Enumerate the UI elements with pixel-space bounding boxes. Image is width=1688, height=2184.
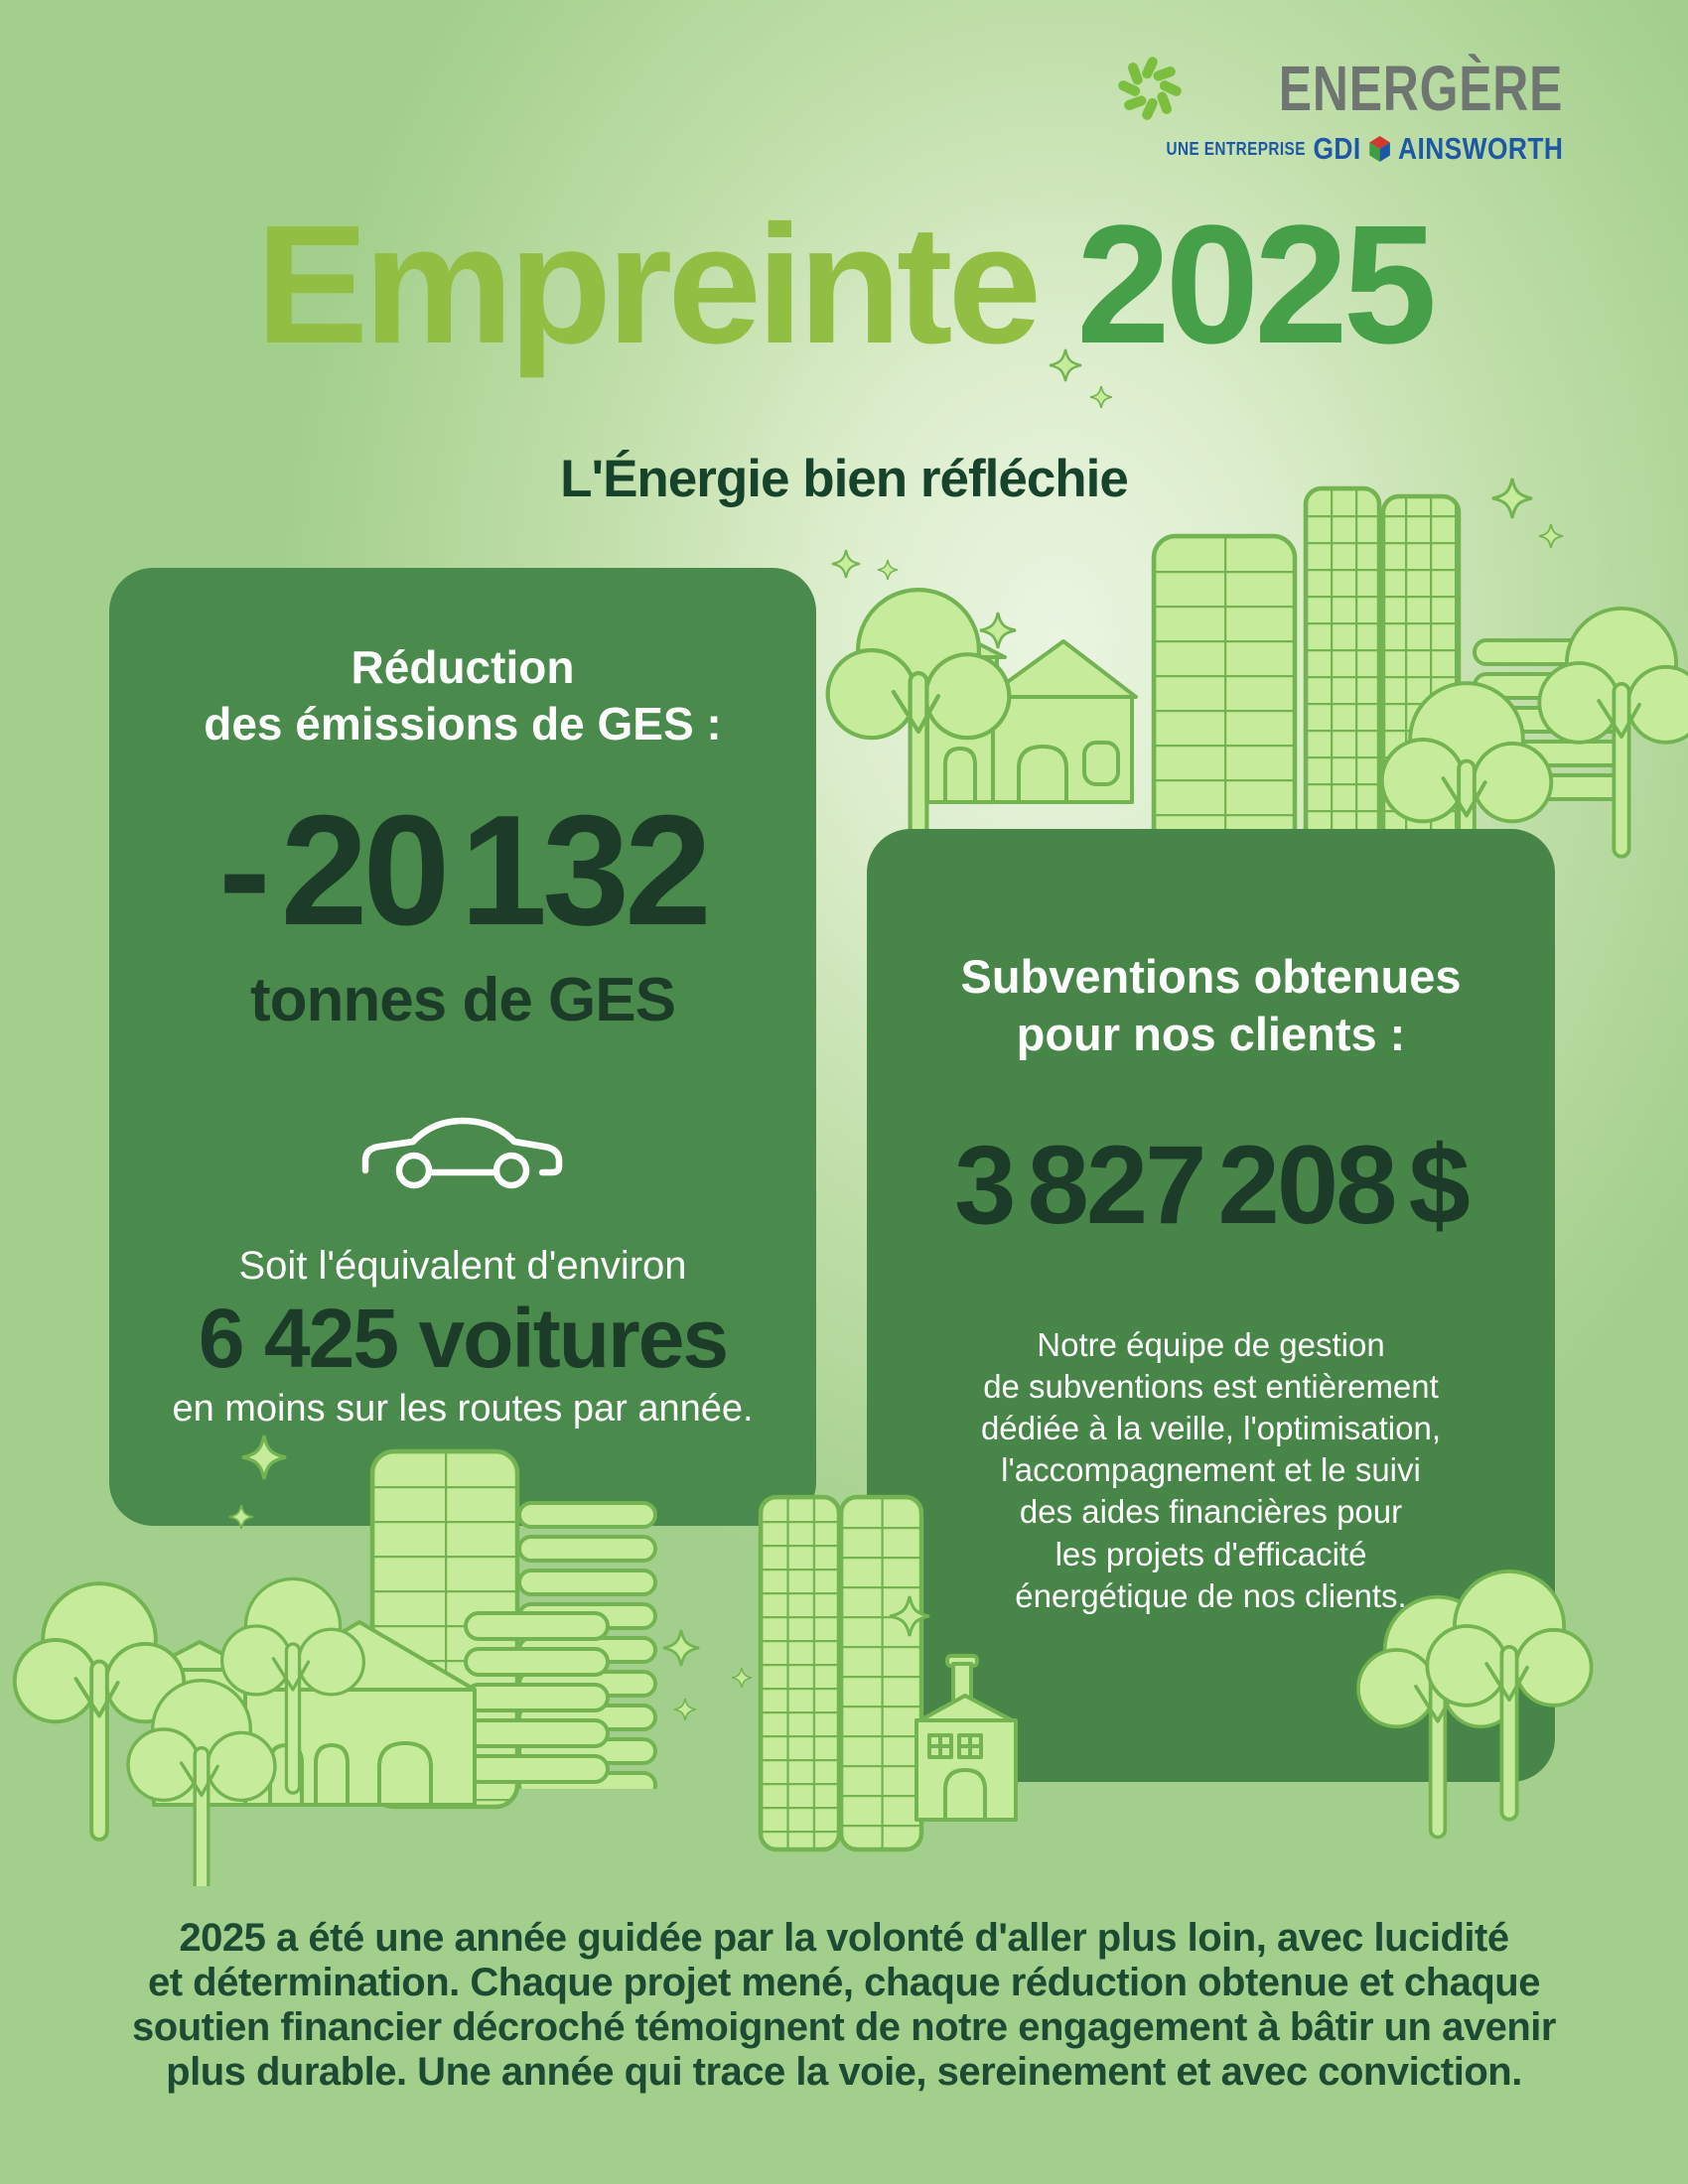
ges-unit: tonnes de GES xyxy=(250,966,676,1035)
page-subtitle: L'Énergie bien réfléchie xyxy=(560,450,1129,508)
sparkle-icon xyxy=(1538,523,1564,549)
closing-paragraph: 2025 a été une année guidée par la volon… xyxy=(132,1916,1556,2094)
sparkle-icon xyxy=(731,1667,753,1689)
sparkle-icon xyxy=(661,1628,701,1668)
sparkle-icon xyxy=(673,1698,697,1721)
house-icon xyxy=(914,1654,1018,1822)
ges-equivalence-value: 6 425 voitures xyxy=(198,1292,729,1386)
ges-equivalence-suffix: en moins sur les routes par année. xyxy=(172,1388,754,1431)
sparkle-icon xyxy=(240,1433,288,1481)
sparkle-icon xyxy=(830,548,862,580)
page-title: Empreinte 2025 xyxy=(0,201,1688,369)
office-tower-grid-icon xyxy=(1151,533,1298,864)
gdi-wordmark: GDI xyxy=(1313,131,1361,166)
sparkle-icon xyxy=(978,611,1018,650)
subventions-amount: 3 827 208 $ xyxy=(954,1122,1471,1247)
car-outline-icon xyxy=(361,1117,563,1189)
logo-tagline: UNE ENTREPRISE GDI AINSWORTH xyxy=(1166,131,1563,167)
slat-building-icon xyxy=(464,1611,610,1785)
title-year: 2025 xyxy=(1076,191,1437,379)
ainsworth-wordmark: AINSWORTH xyxy=(1397,131,1563,166)
energere-logo: ENERGÈRE UNE ENTREPRISE GDI AINSWORTH xyxy=(1096,52,1563,167)
twin-towers-icon xyxy=(758,1494,924,1852)
title-word: Empreinte xyxy=(255,191,1042,379)
ges-heading: Réduction des émissions de GES : xyxy=(204,641,722,751)
pinwheel-icon xyxy=(1118,57,1182,120)
sparkle-icon xyxy=(228,1504,254,1530)
subventions-description: Notre équipe de gestion de subventions e… xyxy=(980,1325,1442,1614)
gdi-cube-icon xyxy=(1368,136,1390,162)
ges-value: - 20 132 xyxy=(218,783,712,959)
ges-card: Réduction des émissions de GES : - 20 13… xyxy=(109,568,816,1526)
sparkle-icon xyxy=(877,559,899,581)
ges-equivalence-intro: Soit l'équivalent d'environ xyxy=(238,1244,687,1289)
tagline-prefix: UNE ENTREPRISE xyxy=(1166,138,1306,159)
subventions-heading: Subventions obtenues pour nos clients : xyxy=(960,950,1462,1061)
brand-name: ENERGÈRE xyxy=(1278,53,1563,124)
city-illustration-top xyxy=(556,347,1688,864)
city-illustration-bottom xyxy=(12,1433,1594,1886)
sparkle-icon xyxy=(1089,385,1113,409)
